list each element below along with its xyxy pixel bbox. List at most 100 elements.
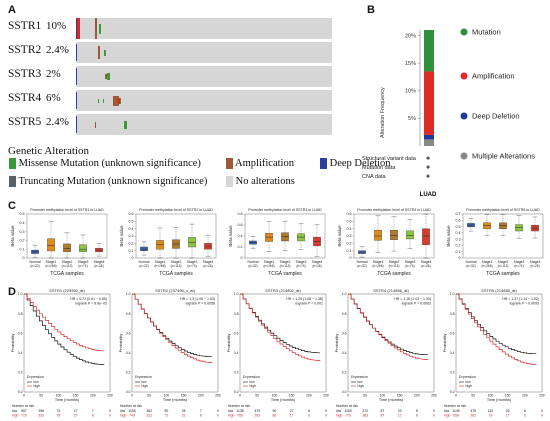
legend-deep-deletion-label: Deep Deletion [329,158,391,169]
boxplot-group-label: Stage4 [530,260,541,264]
km-risk-high-label: high [120,414,127,418]
panel-b-tick-label: 20% [405,33,416,39]
km-ytick-label: 0.8 [18,312,23,316]
gene-pct: 10% [46,20,67,32]
km-ytick-label: 0.6 [126,331,131,335]
boxplot-group-label: Stage3 [78,260,89,264]
boxplot-group-n: (n=113) [498,264,509,268]
km-legend-high: high [466,384,473,388]
boxplot-group-label: Normal [357,260,368,264]
boxplot-xlabel: TCGA samples [377,271,411,277]
boxplot-ytick-label: 0.4 [347,227,352,231]
km-ytick-label: 0.2 [126,371,131,375]
boxplot-group-label: Stage3 [514,260,525,264]
methylation-boxplot: Promoter methylation level of SSTR2 in L… [119,208,217,277]
alteration-mark [95,121,96,128]
panel-b-legend-dot [460,152,468,160]
boxplot-box [374,229,382,241]
km-plot: SSTR2 (237495_x_at) Probability 0.0 0.2 0.4 0… [118,288,221,418]
boxplot-group-label: Stage1 [373,260,384,264]
km-risk-high: 21 [182,414,186,418]
boxplot-ytick-label: 0 [23,256,25,260]
km-title: SSTR2 (237495_x_at) [155,288,195,293]
km-risk-high: 282 [470,414,476,418]
alteration-mark [104,49,106,56]
boxplot-group-label: Stage2 [498,260,509,264]
gene-label: SSTR2 [8,44,42,56]
boxplot-group-n: (n=113) [62,264,73,268]
km-plot: SSTR4 (214856_at) Probability 0.0 0.2 0.4 0.6… [334,288,437,418]
panel-b-plus: + [426,165,430,172]
km-title: SSTR5 (214855_at) [481,288,517,293]
boxplot-ytick-label: 0.4 [456,231,461,235]
gene-label: SSTR1 [8,20,42,32]
km-legend-title: Expression [459,375,476,379]
km-ytick-label: 0.0 [234,390,239,394]
km-risk-high: 73 [489,414,493,418]
alteration-mark [76,68,77,85]
gene-pct: 6% [46,92,61,104]
boxplot-group-n: (n=26) [94,264,103,268]
km-ytick-label: 0.6 [342,331,347,335]
boxplot-group-n: (n=74) [78,264,87,268]
panel-b-legend-label: Multiple Alterations [472,152,535,161]
km-xtick-label: 250 [215,394,221,398]
km-xtick-label: 200 [198,394,204,398]
km-risk-low: 0 [325,409,327,413]
boxplot-box [406,230,414,240]
km-legend-title: Expression [243,375,260,379]
alteration-mark [98,46,100,59]
boxplot-group-label: Stage3 [405,260,416,264]
panel-b-row-label: Structural variant data [362,156,417,162]
boxplot-group-label: Stage1 [482,260,493,264]
km-risk-low: 5 [416,409,418,413]
km-risk-low: 6 [524,409,526,413]
boxplot-box [265,233,273,242]
km-risk-low: 379 [254,409,260,413]
km-risk-low: 90 [273,409,277,413]
boxplot-group-label: Stage2 [62,260,73,264]
km-risk-high-label: high [336,414,343,418]
km-ytick-label: 0.6 [18,331,23,335]
boxplot-box [297,233,305,242]
km-pvalue: logrank P = 0.0063 [402,302,431,306]
km-risk-high: 0 [109,414,111,418]
panel-b-plus: + [426,174,430,181]
boxplot-group-label: Stage4 [203,260,214,264]
km-risk-low: 1159 [344,409,351,413]
boxplot-ytick-label: 0.1 [129,249,134,253]
km-xlabel: Time (months) [487,398,512,402]
km-curve-high [132,293,213,363]
km-risk-high: 383 [362,414,368,418]
km-xtick-label: 250 [107,394,113,398]
boxplot-group-label: Stage3 [296,260,307,264]
boxplot-box [47,238,55,252]
km-legend-low: low [466,380,472,384]
km-risk-low: 298 [38,409,44,413]
panel-b-bar-segment [424,134,434,140]
boxplot-ytick-label: 0.3 [20,230,25,234]
km-xtick-label: 150 [397,394,403,398]
km-risk-high: 8 [92,414,94,418]
alteration-mark [107,73,110,80]
km-risk-low: 0 [541,409,543,413]
boxplot-group-label: Stage2 [171,260,182,264]
panel-b-study: LUAD [420,192,437,198]
boxplot-ylabel: Beta value [228,225,233,247]
alteration-track [76,66,332,87]
gene-label: SSTR3 [8,68,42,80]
boxplot-ytick-label: 0.8 [238,212,243,216]
boxplot-group-n: (n=266) [45,264,56,268]
km-ytick-label: 0.8 [126,312,131,316]
legend-missense-label: Missense Mutation (unknown significance) [18,158,201,169]
genetic-alteration-title: Genetic Alteration [8,145,89,157]
km-hr: HR = 1.37 (1.14 − 1.52) [502,297,539,301]
km-ytick-label: 1.0 [342,292,347,296]
boxplot-group-n: (n=32) [139,264,148,268]
alteration-mark [76,44,77,61]
panel-b-legend-dot [460,112,468,120]
km-risk-low: 1159 [128,409,135,413]
km-risk-high: 293 [254,414,260,418]
legend-no-alterations: No alterations [226,176,295,188]
boxplot-ytick-label: 0.3 [347,234,352,238]
